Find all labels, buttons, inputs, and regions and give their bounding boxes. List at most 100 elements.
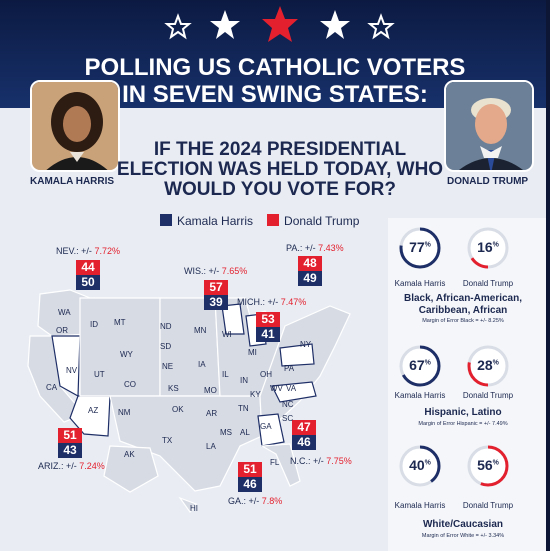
harris-label-hispanic: Kamala Harris — [394, 391, 446, 400]
state-label-la: LA — [206, 442, 216, 451]
harris-portrait — [30, 80, 120, 172]
ariz-moe-label: ARIZ.: +/- 7.24% — [38, 461, 105, 471]
moe-hispanic: Margin of Error Hispanic = +/- 7.49% — [418, 421, 508, 427]
legend-trump: Donald Trump — [267, 214, 359, 228]
title-line-1: POLLING US CATHOLIC VOTERS — [84, 54, 466, 81]
wis-harris-value: 39 — [204, 295, 228, 310]
state-label-mo: MO — [204, 386, 217, 395]
trump-pct-black: 16% — [477, 239, 499, 255]
trump-pct-hispanic: 28% — [477, 357, 499, 373]
trump-swatch — [267, 214, 280, 226]
state-label-ar: AR — [206, 409, 218, 418]
state-label-co: CO — [124, 380, 136, 389]
title-line-2: IN SEVEN SWING STATES: — [122, 81, 428, 108]
region-alaska — [103, 445, 159, 493]
ariz-harris-value: 43 — [58, 443, 82, 458]
state-label-nm: NM — [118, 408, 131, 417]
state-label-fl: FL — [270, 458, 280, 467]
region-mountain — [79, 297, 161, 397]
legend-harris: Kamala Harris — [160, 214, 253, 228]
state-label-mn: MN — [194, 326, 207, 335]
moe-white: Margin of Error White = +/- 3.34% — [421, 533, 505, 539]
nev-trump-value: 44 — [76, 260, 100, 275]
mich-moe-label: MICH.: +/- 7.47% — [237, 297, 307, 307]
state-label-ne: NE — [162, 362, 174, 371]
ga-moe-label: GA.: +/- 7.8% — [228, 496, 283, 506]
group-black: Black, African-American, Caribbean, Afri… — [403, 293, 522, 316]
state-label-wy: WY — [120, 350, 133, 359]
ga-harris-value: 46 — [238, 477, 262, 492]
state-label-wv: WV — [270, 384, 283, 393]
group-white: White/Caucasian — [422, 519, 504, 530]
state-label-mt: MT — [114, 318, 126, 327]
state-label-sd: SD — [160, 342, 172, 351]
state-label-or: OR — [56, 326, 68, 335]
mich-trump-value: 53 — [256, 312, 280, 327]
wis-result: 57 39 — [204, 280, 228, 310]
state-label-tn: TN — [238, 404, 249, 413]
ariz-trump-value: 51 — [58, 428, 82, 443]
nev-moe-label: NEV.: +/- 7.72% — [56, 246, 120, 256]
region-east — [259, 305, 351, 438]
harris-label-black: Kamala Harris — [394, 279, 446, 288]
state-label-ia: IA — [198, 360, 206, 369]
state-label-va: VA — [286, 384, 297, 393]
nc-result: 47 46 — [292, 420, 316, 450]
stars-decoration — [164, 6, 395, 42]
moe-black: Margin of Error Black = +/- 8.25% — [422, 318, 504, 324]
trump-label-black: Donald Trump — [462, 279, 514, 288]
pa-result: 48 49 — [298, 256, 322, 286]
harris-pct-white: 40% — [409, 457, 431, 473]
state-label-al: AL — [240, 428, 250, 437]
harris-swatch — [160, 214, 172, 226]
state-label-ga: GA — [260, 422, 272, 431]
harris-pct-black: 77% — [409, 239, 431, 255]
pa-harris-value: 49 — [298, 271, 322, 286]
pa-moe-label: PA.: +/- 7.43% — [286, 243, 344, 253]
region-hawaii — [178, 496, 197, 514]
region-wisconsin — [221, 303, 245, 335]
mich-result: 53 41 — [256, 312, 280, 342]
right-border — [546, 0, 550, 551]
state-label-ak: AK — [124, 450, 135, 459]
group-hispanic: Hispanic, Latino — [424, 407, 502, 418]
trump-ring-hispanic — [467, 345, 509, 387]
region-pennsylvania — [279, 343, 315, 367]
nev-result: 44 50 — [76, 260, 100, 290]
harris-ring-white — [399, 445, 441, 487]
trump-ring-white — [467, 445, 509, 487]
harris-ring-black — [399, 227, 441, 269]
ga-trump-value: 51 — [238, 462, 262, 477]
harris-ring-hispanic — [399, 345, 441, 387]
question-line-3: WOULD YOU VOTE FOR? — [164, 179, 396, 200]
region-florida — [259, 443, 301, 487]
state-label-in: IN — [240, 376, 248, 385]
state-label-hi: HI — [190, 504, 198, 513]
state-label-ca: CA — [46, 383, 58, 392]
survey-question: IF THE 2024 PRESIDENTIAL ELECTION WAS HE… — [110, 140, 450, 200]
state-label-ky: KY — [250, 390, 261, 399]
pa-trump-value: 48 — [298, 256, 322, 271]
ga-result: 51 46 — [238, 462, 262, 492]
question-line-1: IF THE 2024 PRESIDENTIAL — [153, 139, 407, 160]
state-label-ks: KS — [168, 384, 179, 393]
star-icon — [164, 13, 192, 40]
star-icon — [262, 6, 298, 42]
legend: Kamala Harris Donald Trump — [160, 214, 359, 228]
page-title: POLLING US CATHOLIC VOTERS IN SEVEN SWIN… — [0, 54, 550, 108]
wis-trump-value: 57 — [204, 280, 228, 295]
us-map — [27, 289, 351, 514]
state-label-wa: WA — [58, 308, 71, 317]
state-label-sc: SC — [282, 414, 294, 423]
harris-label-white: Kamala Harris — [394, 501, 446, 510]
state-label-tx: TX — [162, 436, 173, 445]
state-label-nv: NV — [66, 366, 78, 375]
harris-pct-hispanic: 67% — [409, 357, 431, 373]
trump-label-hispanic: Donald Trump — [462, 391, 514, 400]
state-label-pa: PA — [284, 364, 295, 373]
nc-harris-value: 46 — [292, 435, 316, 450]
trump-pct-white: 56% — [477, 457, 499, 473]
state-label-mi: MI — [248, 348, 257, 357]
state-label-oh: OH — [260, 370, 272, 379]
wis-moe-label: WIS.: +/- 7.65% — [184, 266, 248, 276]
